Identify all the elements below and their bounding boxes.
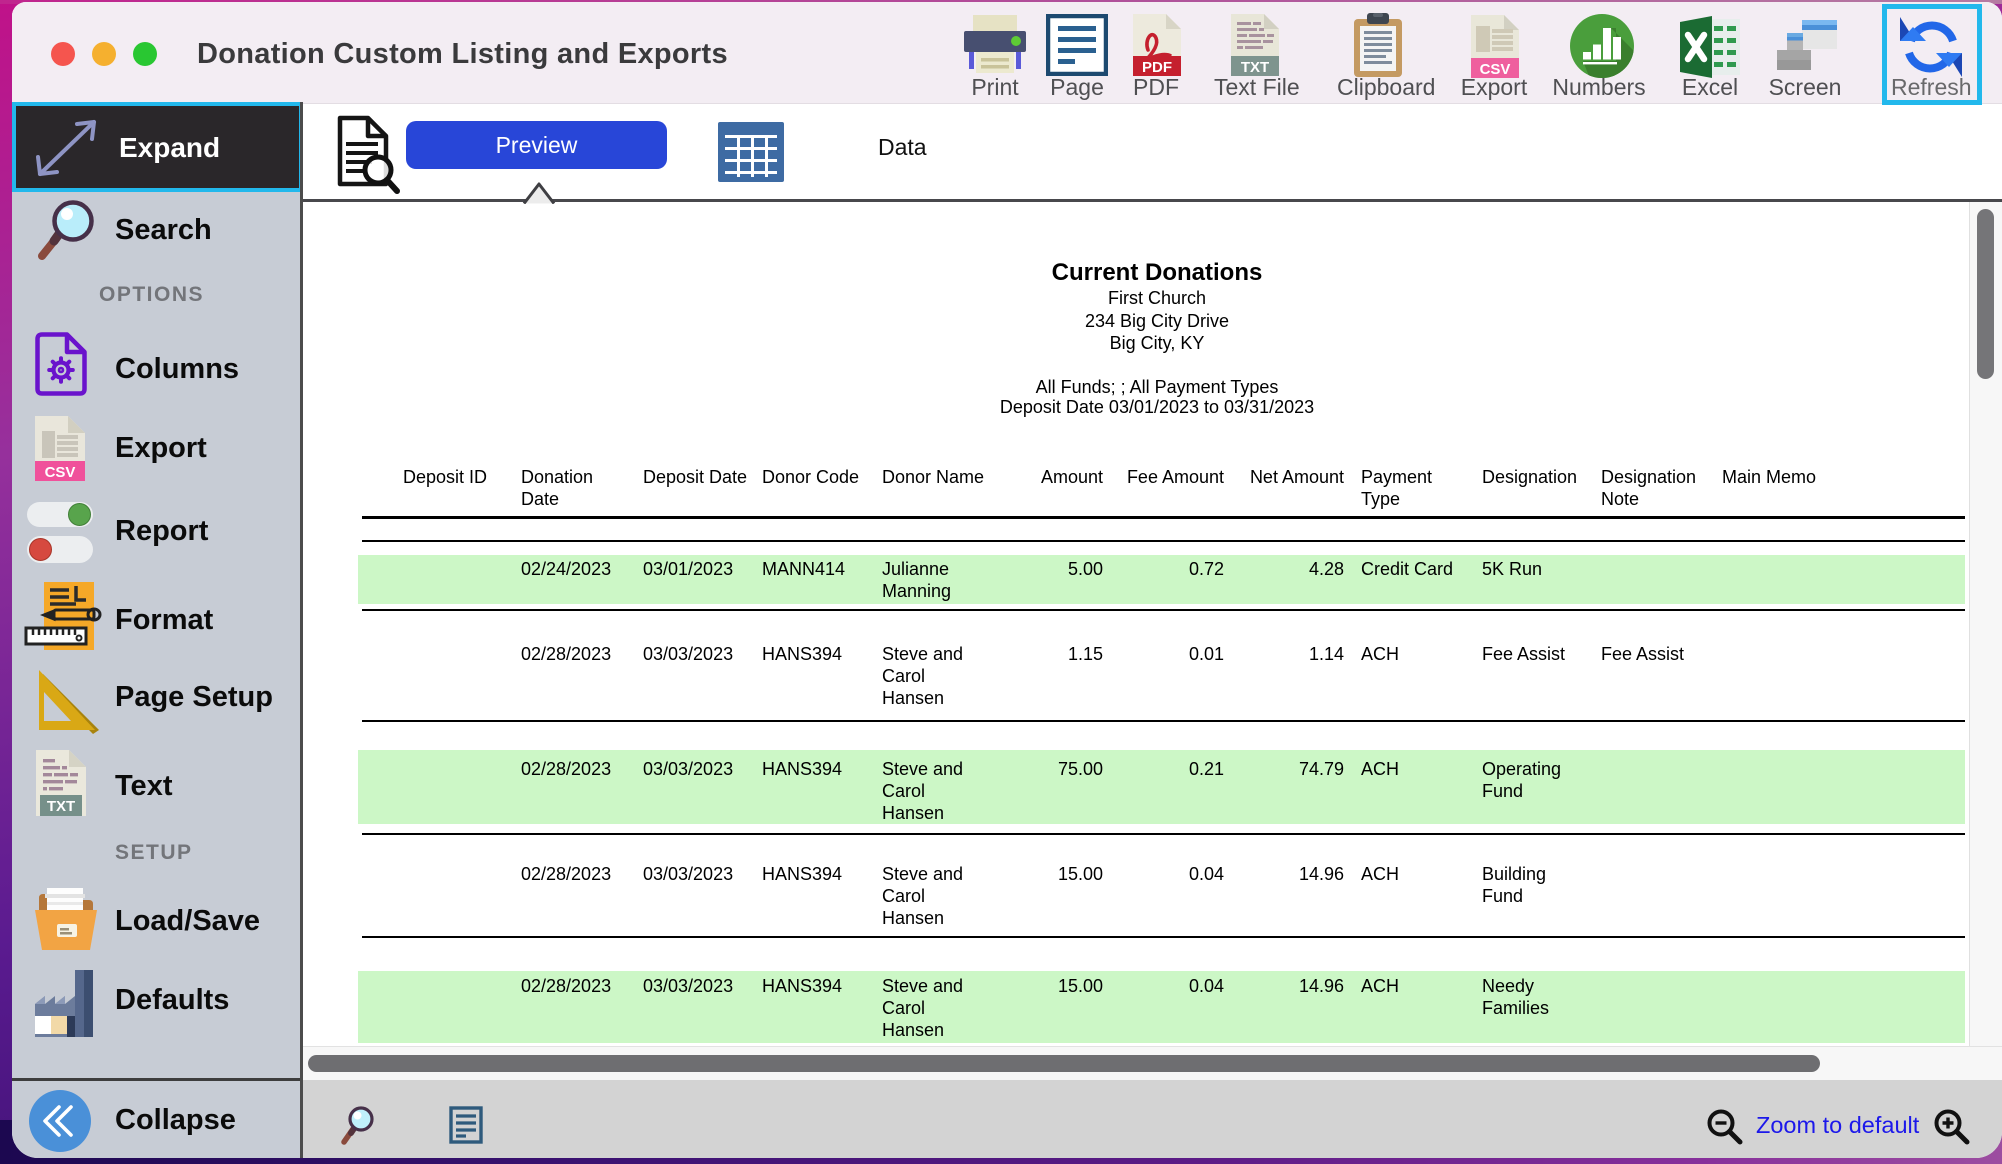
svg-text:CSV: CSV — [1480, 61, 1511, 78]
svg-text:CSV: CSV — [45, 464, 76, 481]
svg-text:PDF: PDF — [1142, 59, 1172, 76]
svg-text:TXT: TXT — [1241, 59, 1269, 76]
svg-text:TXT: TXT — [47, 798, 75, 815]
